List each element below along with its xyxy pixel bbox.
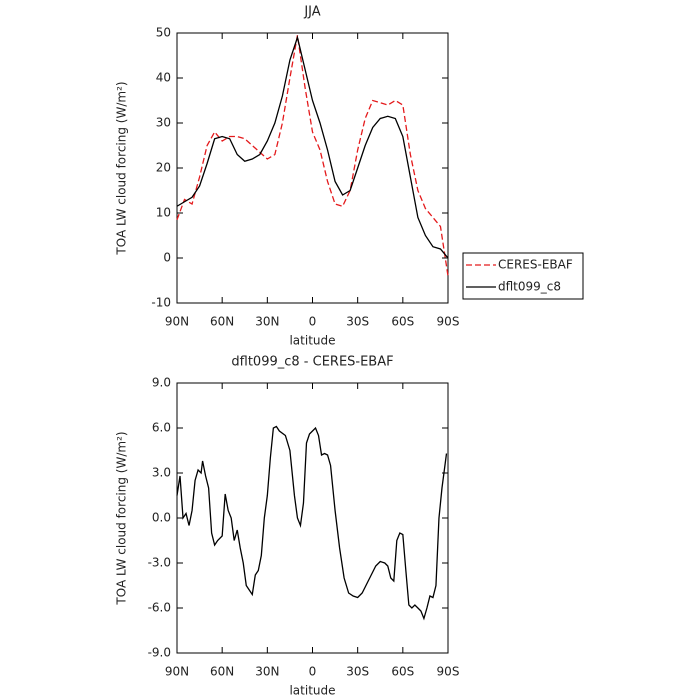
series-line [176, 35, 449, 259]
x-tick-label: 90N [165, 315, 189, 329]
y-tick-label: 0 [163, 251, 171, 265]
y-tick-label: 50 [156, 26, 171, 40]
x-tick-label: 90S [437, 665, 460, 679]
y-tick-label: 20 [156, 161, 171, 175]
x-tick-label: 60S [391, 665, 414, 679]
legend-label: CERES-EBAF [498, 258, 573, 272]
x-axis-label: latitude [289, 334, 335, 348]
y-tick-label: 10 [156, 206, 171, 220]
y-tick-label: 9.0 [152, 376, 171, 390]
x-tick-label: 60S [391, 315, 414, 329]
plot-frame [176, 32, 449, 304]
x-tick-label: 0 [309, 315, 317, 329]
y-tick-label: 40 [156, 71, 171, 85]
x-tick-label: 30N [255, 315, 279, 329]
series-line [176, 425, 448, 621]
x-axis-label: latitude [289, 684, 335, 698]
plot-frame [176, 382, 449, 654]
x-tick-label: 30S [346, 315, 369, 329]
y-tick-label: -10 [151, 296, 171, 310]
chart-title: dflt099_c8 - CERES-EBAF [231, 355, 393, 370]
y-axis-label: TOA LW cloud forcing (W/m²) [115, 431, 129, 605]
y-tick-label: 30 [156, 116, 171, 130]
chart-title: JJA [303, 5, 320, 20]
legend-label: dflt099_c8 [498, 280, 561, 294]
x-tick-label: 90S [437, 315, 460, 329]
x-tick-label: 30N [255, 665, 279, 679]
x-tick-label: 30S [346, 665, 369, 679]
y-tick-label: -6.0 [148, 601, 171, 615]
y-tick-label: -9.0 [148, 646, 171, 660]
y-axis-label: TOA LW cloud forcing (W/m²) [115, 81, 129, 255]
legend-box [462, 252, 584, 300]
series-line [176, 35, 449, 277]
x-tick-label: 0 [309, 665, 317, 679]
y-tick-label: -3.0 [148, 556, 171, 570]
x-tick-label: 60N [210, 665, 234, 679]
x-tick-label: 90N [165, 665, 189, 679]
y-tick-label: 3.0 [152, 466, 171, 480]
y-tick-label: 0.0 [152, 511, 171, 525]
y-tick-label: 6.0 [152, 421, 171, 435]
x-tick-label: 60N [210, 315, 234, 329]
